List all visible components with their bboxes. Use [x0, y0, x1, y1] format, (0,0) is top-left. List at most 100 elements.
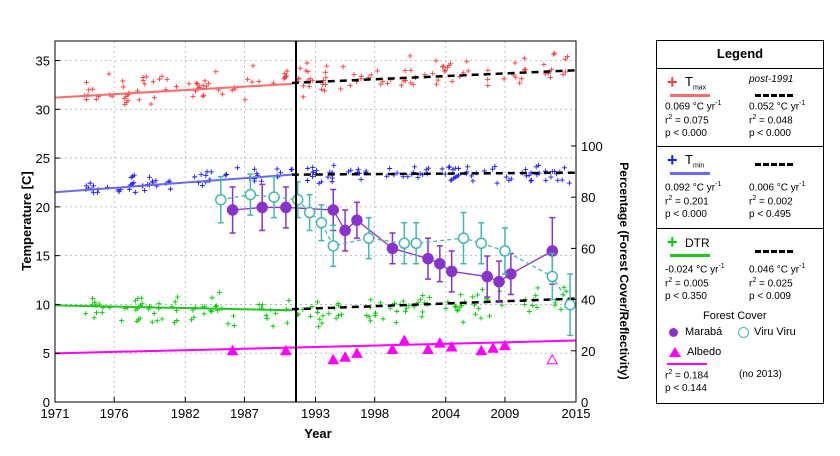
data-point — [242, 97, 248, 103]
data-point — [448, 61, 454, 67]
tmax-fit-swatch — [670, 94, 710, 97]
y-left-tick-label: 30 — [36, 102, 50, 117]
data-point — [559, 177, 565, 183]
x-tick-label: 2004 — [431, 406, 460, 421]
data-point — [106, 71, 112, 77]
data-point — [174, 317, 180, 323]
data-point — [487, 313, 493, 319]
data-point — [201, 92, 207, 98]
tmin-post-p: p < 0.495 — [749, 209, 791, 220]
data-point — [549, 168, 555, 174]
data-point — [229, 87, 235, 93]
data-point — [493, 275, 505, 288]
data-point — [83, 97, 89, 103]
y-right-tick-label: 60 — [581, 241, 595, 256]
data-point — [492, 164, 498, 170]
data-point — [490, 166, 496, 172]
maraba-label: Marabá — [685, 326, 723, 338]
data-point — [90, 86, 96, 92]
dtr-post-p: p < 0.009 — [749, 291, 791, 302]
data-point — [351, 71, 357, 77]
data-point — [202, 78, 208, 84]
x-tick-label: 1987 — [230, 406, 259, 421]
data-point — [213, 69, 219, 75]
data-point — [148, 101, 154, 107]
data-point — [284, 320, 290, 326]
data-point — [440, 64, 446, 70]
data-point — [404, 305, 410, 311]
data-point — [386, 343, 399, 355]
data-point — [445, 340, 458, 352]
data-point — [157, 76, 163, 82]
data-point — [291, 193, 304, 206]
data-point — [487, 342, 499, 353]
data-point — [363, 168, 369, 174]
data-point — [193, 80, 199, 86]
data-point — [203, 173, 209, 179]
tmax-label: Tmax — [685, 74, 707, 92]
x-tick-label: 1971 — [41, 406, 70, 421]
data-point — [399, 82, 405, 88]
data-point — [116, 189, 122, 195]
data-point — [308, 313, 314, 319]
data-point — [146, 174, 152, 180]
data-point — [555, 177, 561, 183]
data-point — [339, 351, 351, 362]
data-point — [398, 334, 411, 346]
data-point — [339, 312, 345, 318]
data-point — [460, 319, 466, 325]
data-point — [199, 183, 205, 189]
y-right-tick-label: 20 — [581, 344, 595, 359]
data-point — [288, 167, 294, 173]
data-point — [324, 63, 330, 69]
data-point — [455, 172, 461, 178]
tmin-plus-icon: + — [667, 150, 678, 170]
data-point — [282, 75, 288, 81]
data-point — [174, 308, 180, 314]
data-point — [219, 91, 225, 97]
data-point — [410, 237, 422, 250]
data-point — [400, 298, 406, 304]
data-point — [318, 179, 324, 185]
data-point — [355, 166, 361, 172]
data-point — [300, 83, 306, 89]
y-right-tick-label: 100 — [581, 139, 603, 154]
data-point — [420, 309, 426, 315]
data-point — [433, 58, 439, 64]
dtr-pre-r2: r2 = 0.005 — [665, 277, 709, 290]
data-point — [314, 167, 320, 173]
tmin-pre-p: p < 0.000 — [665, 209, 707, 220]
data-point — [512, 60, 518, 66]
data-point — [442, 67, 448, 73]
viru-viru-marker-icon — [738, 327, 749, 338]
data-point — [548, 174, 554, 180]
data-point — [552, 300, 558, 306]
data-point — [551, 51, 557, 57]
data-point — [306, 83, 312, 89]
data-point — [90, 183, 96, 189]
data-point — [453, 303, 459, 309]
data-point — [305, 69, 311, 75]
data-point — [340, 64, 346, 70]
data-point — [195, 81, 201, 87]
data-point — [304, 60, 310, 66]
data-point — [335, 313, 341, 319]
legend: Legend + Tmax post-1991 0.069 °C yr-1 r2… — [656, 40, 824, 404]
data-point — [485, 83, 491, 89]
data-point — [519, 76, 525, 82]
data-point — [530, 302, 536, 308]
data-point — [190, 93, 196, 99]
data-point — [250, 63, 256, 69]
data-point — [244, 188, 257, 201]
data-point — [385, 80, 391, 86]
data-point — [322, 69, 328, 75]
data-point — [93, 310, 99, 316]
data-point — [201, 311, 207, 317]
data-point — [435, 77, 441, 83]
data-point — [175, 294, 181, 300]
data-point — [445, 265, 458, 278]
tmax-pre-r2: r2 = 0.075 — [665, 114, 709, 127]
data-point — [234, 165, 240, 171]
data-point — [119, 318, 125, 324]
tmax-pre-slope: 0.069 °C yr-1 — [665, 100, 722, 113]
